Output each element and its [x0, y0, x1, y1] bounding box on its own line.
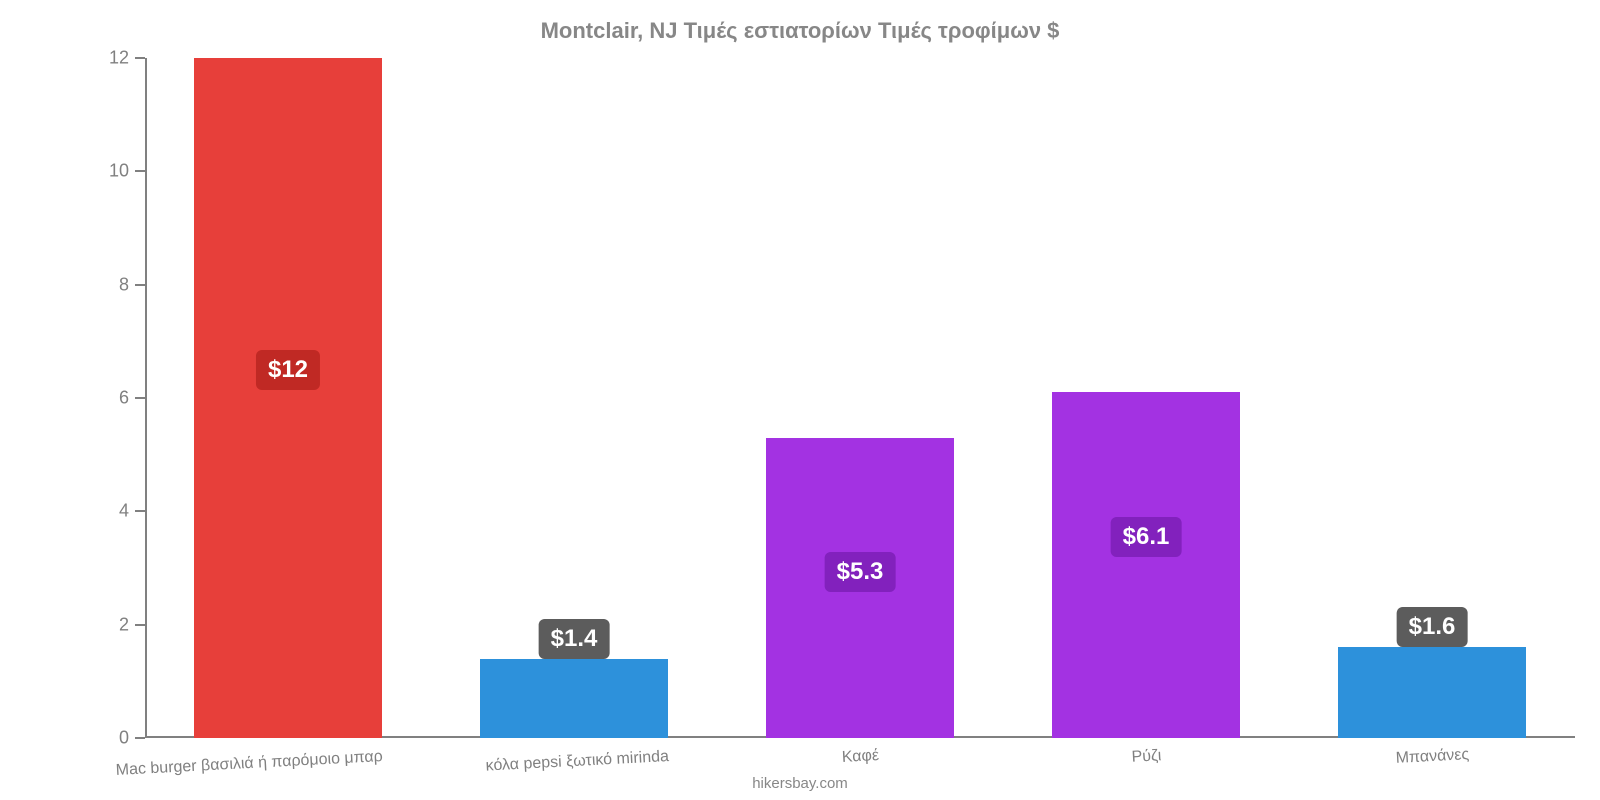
x-axis-label: κόλα pepsi ξωτικό mirinda [485, 748, 669, 776]
value-badge: $1.4 [539, 619, 610, 659]
y-axis-tick [135, 510, 145, 512]
bar [1338, 647, 1527, 738]
y-axis-tick-label: 2 [119, 614, 129, 635]
plot-area: 024681012$12Mac burger βασιλιά ή παρόμοι… [145, 58, 1575, 738]
value-badge: $5.3 [825, 552, 896, 592]
y-axis-tick-label: 10 [109, 161, 129, 182]
value-badge: $1.6 [1397, 607, 1468, 647]
y-axis-tick-label: 6 [119, 388, 129, 409]
y-axis-tick-label: 12 [109, 48, 129, 69]
y-axis-tick [135, 57, 145, 59]
value-badge: $12 [256, 350, 320, 390]
y-axis-tick [135, 737, 145, 739]
bar [1052, 392, 1241, 738]
x-axis-label: Καφέ [841, 747, 879, 767]
value-badge: $6.1 [1111, 517, 1182, 557]
y-axis-tick [135, 170, 145, 172]
y-axis-line [145, 58, 147, 738]
y-axis-tick-label: 4 [119, 501, 129, 522]
y-axis-tick [135, 397, 145, 399]
x-axis-label: Μπανάνες [1395, 746, 1469, 768]
y-axis-tick-label: 8 [119, 274, 129, 295]
chart-title: Montclair, NJ Τιμές εστιατορίων Τιμές τρ… [0, 18, 1600, 44]
bar [480, 659, 669, 738]
y-axis-tick [135, 624, 145, 626]
y-axis-tick [135, 284, 145, 286]
y-axis-tick-label: 0 [119, 728, 129, 749]
attribution-text: hikersbay.com [0, 775, 1600, 792]
bar [194, 58, 383, 738]
x-axis-label: Ρύζι [1131, 747, 1162, 767]
